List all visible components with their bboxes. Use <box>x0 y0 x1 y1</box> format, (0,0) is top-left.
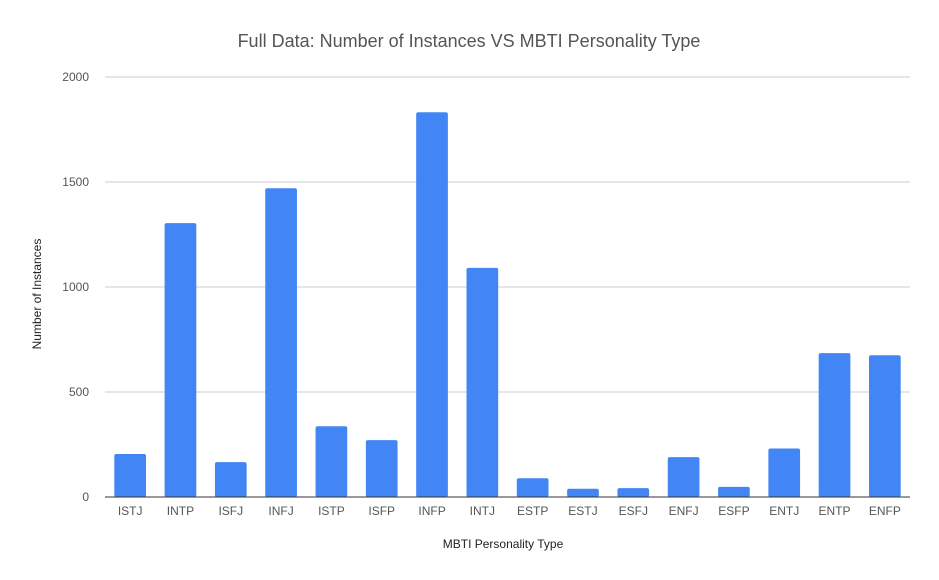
bar-estj <box>567 488 599 497</box>
x-tick-label-intp: INTP <box>167 504 194 518</box>
bar-istp <box>315 426 348 497</box>
x-tick-label-enfp: ENFP <box>869 504 901 518</box>
x-tick-label-infp: INFP <box>418 504 445 518</box>
x-tick-label-entp: ENTP <box>819 504 851 518</box>
x-tick-label-esfp: ESFP <box>718 504 749 518</box>
bar-infj <box>265 188 297 498</box>
x-axis-tick-labels: ISTJ INTP ISFJ INFJ ISTP ISFP INFP INTJ ESTP ESTJ… <box>118 504 901 518</box>
x-tick-label-intj: INTJ <box>470 504 495 518</box>
bar-estp <box>516 478 549 497</box>
x-tick-label-enfj: ENFJ <box>669 504 699 518</box>
y-tick-label: 0 <box>82 490 89 504</box>
x-tick-label-esfj: ESFJ <box>619 504 648 518</box>
bar-intj <box>466 267 499 497</box>
y-tick-label: 2000 <box>62 70 89 84</box>
x-tick-label-istp: ISTP <box>318 504 345 518</box>
y-axis-tick-labels: 0 500 1000 1500 2000 <box>62 70 89 504</box>
x-tick-label-isfp: ISFP <box>368 504 395 518</box>
y-tick-label: 1000 <box>62 280 89 294</box>
bar-esfp <box>718 486 750 497</box>
y-axis-title: Number of Instances <box>30 239 44 350</box>
chart-title: Full Data: Number of Instances VS MBTI P… <box>238 31 701 51</box>
bar-entp <box>818 353 851 497</box>
y-tick-label: 1500 <box>62 175 89 189</box>
x-tick-label-istj: ISTJ <box>118 504 143 518</box>
bar-entj <box>768 448 801 497</box>
bar-istj <box>114 453 147 497</box>
bar-enfp <box>868 355 901 497</box>
x-tick-label-entj: ENTJ <box>769 504 799 518</box>
bar-isfp <box>365 440 398 497</box>
bar-infp <box>416 112 448 497</box>
bar-isfj <box>214 462 247 497</box>
x-tick-label-estj: ESTJ <box>568 504 597 518</box>
bars <box>105 112 910 498</box>
y-tick-label: 500 <box>69 385 89 399</box>
bar-enfj <box>667 457 700 497</box>
x-tick-label-isfj: ISFJ <box>218 504 243 518</box>
x-tick-label-estp: ESTP <box>517 504 548 518</box>
bar-esfj <box>617 488 650 497</box>
bar-intp <box>164 223 197 497</box>
gridlines <box>105 76 910 498</box>
x-tick-label-infj: INFJ <box>268 504 293 518</box>
x-axis-title: MBTI Personality Type <box>443 537 564 551</box>
